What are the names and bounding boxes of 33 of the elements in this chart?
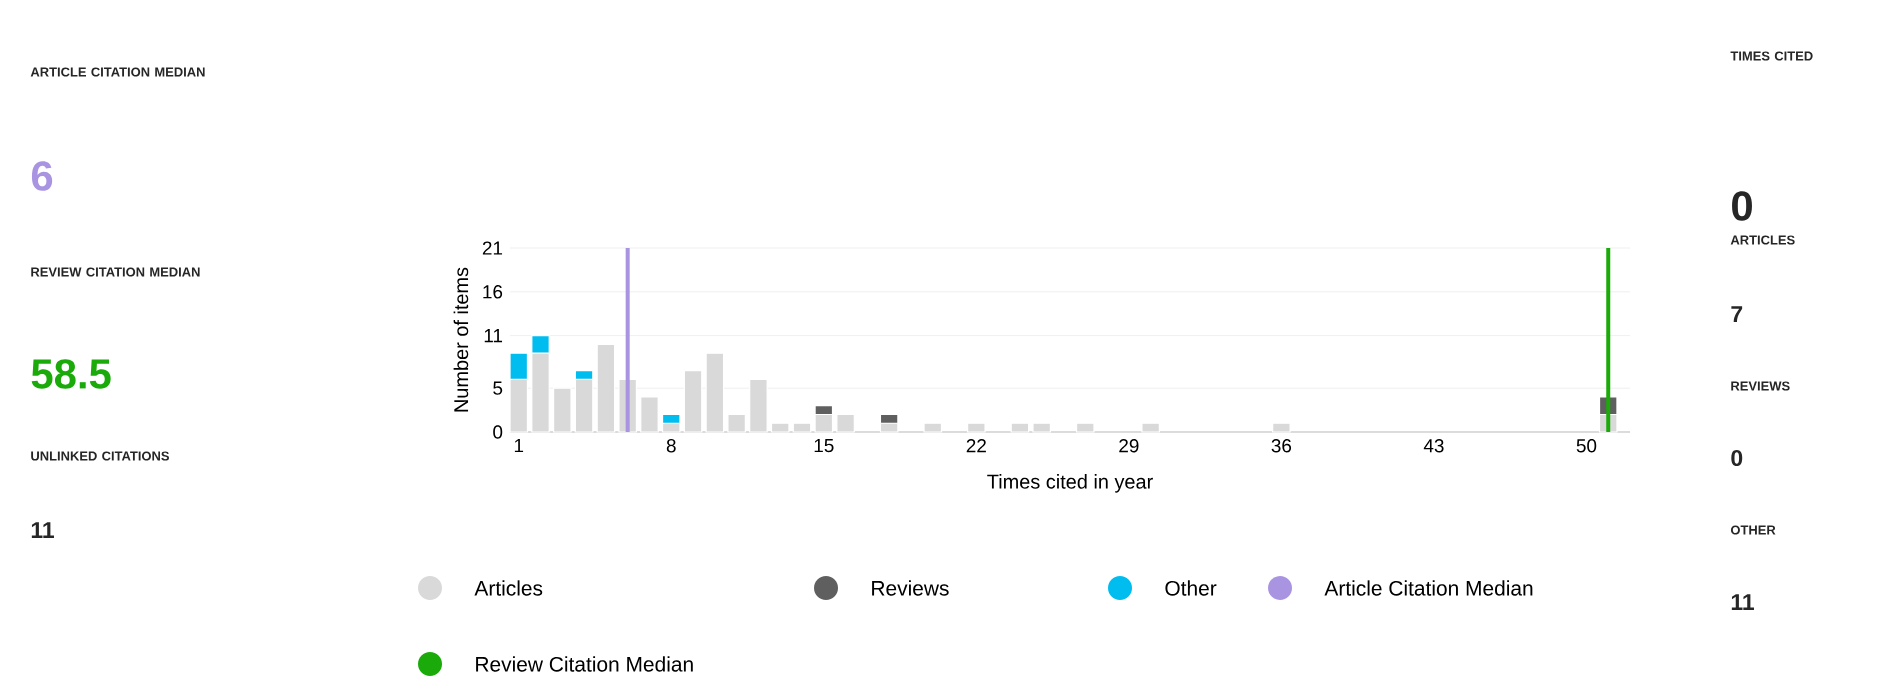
x-tick-label: 50 [1576, 439, 1597, 453]
x-tick-label: 36 [1271, 439, 1292, 453]
bar [923, 422, 943, 433]
y-tick-label: 0 [493, 425, 503, 439]
y-axis-title: Number of items [453, 267, 469, 412]
bar [1075, 422, 1095, 433]
text: 0 [1731, 449, 1743, 467]
y-tick-label: 16 [483, 285, 503, 299]
text: 0 [1732, 191, 1752, 221]
legend-label: Article Citation Median [1324, 580, 1533, 596]
y-tick-label: 21 [482, 241, 503, 255]
text: 11 [1731, 594, 1754, 610]
bar [1272, 422, 1291, 433]
legend-label: Articles [474, 580, 543, 596]
text: 6 [31, 161, 53, 191]
x-tick-label: 15 [814, 439, 834, 453]
legend-label: Reviews [872, 580, 949, 596]
bar [879, 422, 899, 433]
y-tick-label: 11 [484, 329, 503, 343]
x-tick-label: 22 [966, 439, 986, 453]
text: 58.5 [31, 359, 111, 389]
y-tick-label: 5 [493, 381, 503, 395]
text: 7 [1731, 306, 1743, 322]
x-axis-title: Times cited in year [987, 474, 1153, 493]
text: 11 [31, 522, 54, 538]
bar [1141, 422, 1160, 433]
x-tick-label: 8 [666, 439, 676, 453]
legend-label: Review Citation Median [476, 656, 693, 672]
bar [967, 422, 986, 433]
legend-label: Other [1165, 580, 1217, 596]
x-tick-label: 1 [514, 439, 524, 453]
x-tick-label: 43 [1423, 439, 1444, 453]
x-tick-label: 29 [1119, 439, 1139, 453]
